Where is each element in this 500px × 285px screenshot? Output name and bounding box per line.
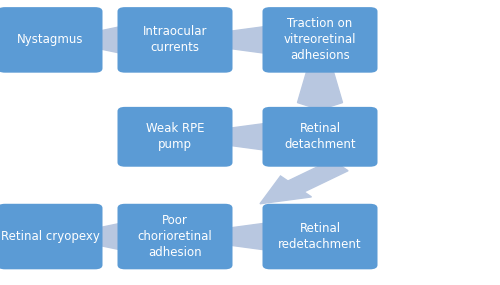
Polygon shape xyxy=(298,68,343,110)
Text: Traction on
vitreoretinal
adhesions: Traction on vitreoretinal adhesions xyxy=(284,17,356,62)
FancyBboxPatch shape xyxy=(118,7,232,73)
Text: Weak RPE
pump: Weak RPE pump xyxy=(146,122,204,151)
Text: Retinal
redetachment: Retinal redetachment xyxy=(278,222,362,251)
Polygon shape xyxy=(95,26,134,54)
FancyBboxPatch shape xyxy=(262,7,378,73)
Polygon shape xyxy=(260,160,348,204)
FancyBboxPatch shape xyxy=(0,7,102,73)
Polygon shape xyxy=(225,26,278,54)
Polygon shape xyxy=(225,123,278,150)
FancyBboxPatch shape xyxy=(118,204,232,269)
Text: Retinal cryopexy: Retinal cryopexy xyxy=(0,230,100,243)
FancyBboxPatch shape xyxy=(0,204,102,269)
FancyBboxPatch shape xyxy=(262,204,378,269)
Text: Poor
chorioretinal
adhesion: Poor chorioretinal adhesion xyxy=(138,214,212,259)
Text: Retinal
detachment: Retinal detachment xyxy=(284,122,356,151)
Polygon shape xyxy=(95,223,134,250)
FancyBboxPatch shape xyxy=(118,107,232,167)
Polygon shape xyxy=(225,223,278,250)
Text: Nystagmus: Nystagmus xyxy=(16,33,83,46)
FancyBboxPatch shape xyxy=(262,107,378,167)
Text: Intraocular
currents: Intraocular currents xyxy=(143,25,208,54)
